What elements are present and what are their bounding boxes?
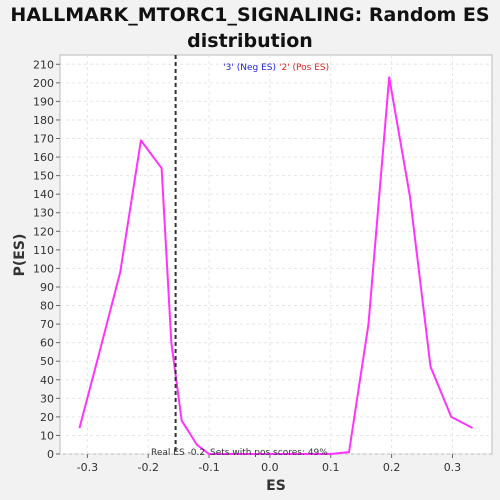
chart-title-line1: HALLMARK_MTORC1_SIGNALING: Random ES: [10, 4, 490, 26]
chart-title-line2: distribution: [187, 30, 313, 52]
x-tick-label: -0.3: [77, 461, 98, 474]
y-tick-label: 50: [40, 355, 54, 368]
y-tick-label: 70: [40, 318, 54, 331]
y-tick-label: 110: [33, 244, 54, 257]
y-ticks: 0 10 20 30 40 50 60 70 80 90 100 110 120 130 140 150 160…: [33, 58, 60, 461]
y-tick-label: 20: [40, 411, 54, 424]
x-tick-label: 0.0: [261, 461, 279, 474]
x-ticks: -0.3 -0.2 -0.1 0.0 0.1 0.2 0.3: [77, 454, 462, 474]
y-tick-label: 100: [33, 262, 54, 275]
y-tick-label: 160: [33, 151, 54, 164]
y-tick-label: 60: [40, 337, 54, 350]
series-layer: [78, 76, 473, 455]
chart-title: HALLMARK_MTORC1_SIGNALING: Random ES dis…: [0, 2, 500, 54]
y-tick-label: 170: [33, 133, 54, 146]
y-tick-label: 40: [40, 374, 54, 387]
y-axis-label: P(ES): [12, 234, 28, 277]
y-tick-label: 0: [47, 448, 54, 461]
y-tick-label: 150: [33, 170, 54, 183]
x-axis-label: ES: [266, 478, 286, 494]
x-tick-label: 0.1: [322, 461, 340, 474]
y-tick-label: 180: [33, 114, 54, 127]
annotation-real-es: Real ES -0.2: [151, 448, 205, 458]
y-tick-label: 130: [33, 207, 54, 220]
annotation-pos-scores: Sets with pos scores: 49%: [210, 448, 328, 458]
legend-pos-es: '2' (Pos ES): [279, 63, 329, 73]
y-tick-label: 140: [33, 188, 54, 201]
x-tick-label: -0.2: [137, 461, 158, 474]
y-tick-label: 190: [33, 95, 54, 108]
x-tick-label: -0.1: [198, 461, 219, 474]
x-tick-label: 0.2: [383, 461, 401, 474]
plot-area: [59, 54, 493, 455]
x-tick-label: 0.3: [444, 461, 462, 474]
y-tick-label: 120: [33, 225, 54, 238]
y-tick-label: 80: [40, 300, 54, 313]
y-tick-label: 90: [40, 281, 54, 294]
y-tick-label: 200: [33, 77, 54, 90]
series-line: [78, 76, 473, 455]
legend-neg-es: '3' (Neg ES): [223, 63, 276, 73]
y-tick-label: 210: [33, 58, 54, 71]
y-tick-label: 30: [40, 392, 54, 405]
y-tick-label: 10: [40, 429, 54, 442]
